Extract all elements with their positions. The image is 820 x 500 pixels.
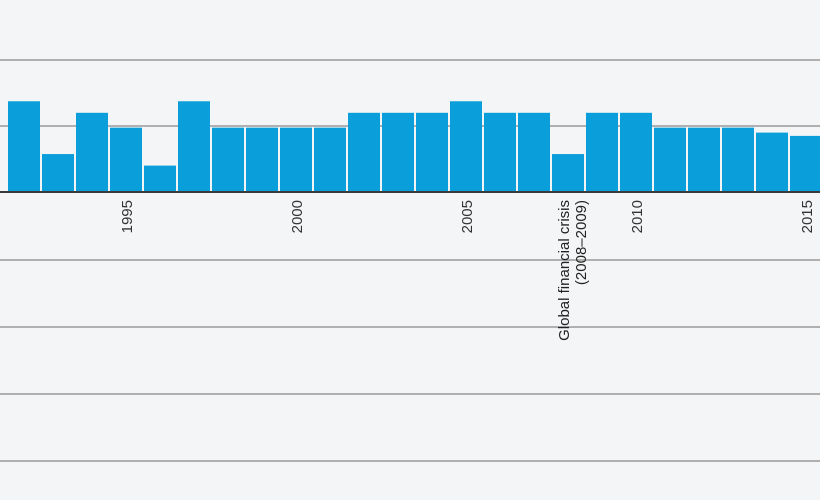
bar-2004 — [416, 112, 448, 192]
x-tick-label-2000: 2000 — [289, 200, 306, 233]
x-tick-label-2010: 2010 — [629, 200, 646, 233]
bar-1997 — [178, 101, 210, 192]
bar-2010 — [620, 112, 652, 192]
bar-2003 — [382, 112, 414, 192]
annotation-line-1: Global financial crisis — [556, 200, 573, 341]
bar-2014 — [756, 132, 788, 192]
x-tick-labels: 1995 2000 2005 2010 2015 — [119, 200, 816, 233]
bar-2006 — [484, 112, 516, 192]
bar-2013 — [722, 127, 754, 192]
x-tick-label-2005: 2005 — [459, 200, 476, 233]
x-tick-label-1995: 1995 — [119, 200, 136, 233]
bar-2007 — [518, 112, 550, 192]
bars — [8, 101, 820, 192]
bar-1998 — [212, 127, 244, 192]
bar-1999 — [246, 127, 278, 192]
bar-2008 — [552, 154, 584, 192]
annotation-line-2: (2008–2009) — [573, 200, 590, 285]
bar-1996 — [144, 165, 176, 192]
bar-2002 — [348, 112, 380, 192]
bar-2011 — [654, 127, 686, 192]
bar-2009 — [586, 112, 618, 192]
bar-2000 — [280, 127, 312, 192]
x-tick-label-2015: 2015 — [799, 200, 816, 233]
bar-1994 — [76, 112, 108, 192]
bar-2012 — [688, 127, 720, 192]
bar-2005 — [450, 101, 482, 192]
crisis-annotation: Global financial crisis (2008–2009) — [556, 200, 590, 341]
bar-2015 — [790, 135, 820, 192]
bar-1993 — [42, 154, 74, 192]
bar-1995 — [110, 127, 142, 192]
gridlines — [0, 59, 820, 462]
bar-1992 — [8, 101, 40, 192]
bar-2001 — [314, 127, 346, 192]
